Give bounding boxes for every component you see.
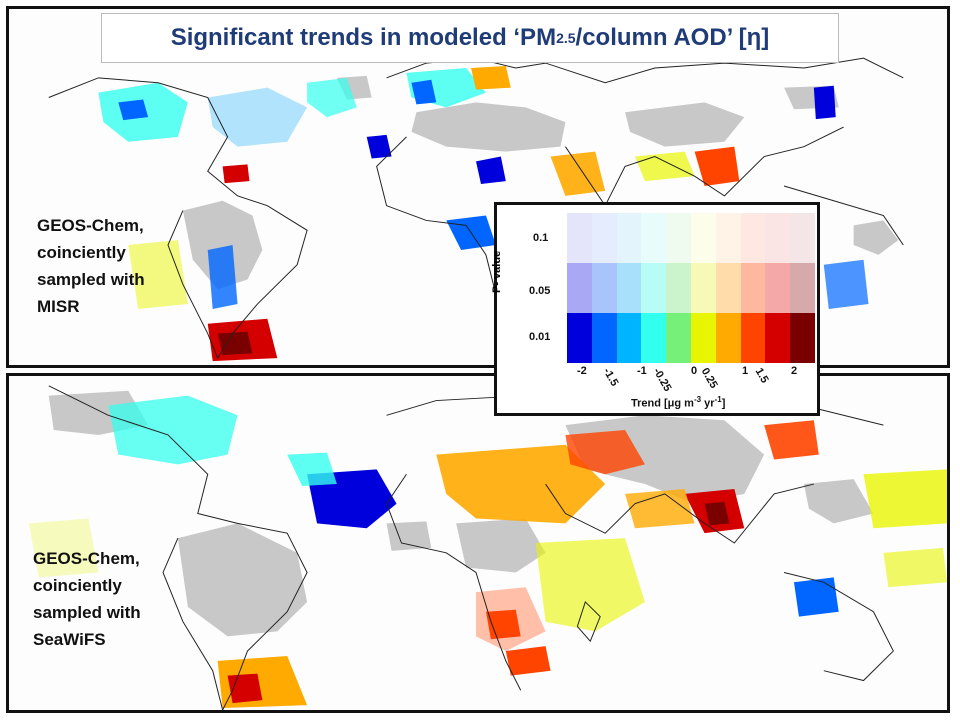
legend-pvalue-label: 0.05 xyxy=(529,285,551,297)
legend-color-cell xyxy=(765,263,791,313)
legend-color-cell xyxy=(790,263,816,313)
legend-color-cell xyxy=(567,313,593,363)
legend-trend-title-sup: -1 xyxy=(714,395,722,404)
panel-label-line: sampled with xyxy=(33,603,141,622)
legend-pvalue-label: 0.01 xyxy=(529,331,551,343)
legend-trend-title-part: Trend [μg m xyxy=(631,397,694,410)
legend-color-cell xyxy=(616,263,642,313)
legend-color-cell xyxy=(567,213,593,263)
legend-color-cell xyxy=(641,263,667,313)
panel-label-line: coinciently xyxy=(37,243,126,262)
legend-trend-tick: 0.25 xyxy=(698,366,720,391)
legend-color-cell xyxy=(740,263,766,313)
legend-trend-tick: 2 xyxy=(791,365,798,377)
legend-trend-tick: 1 xyxy=(742,365,749,377)
panel-label-line: GEOS-Chem, xyxy=(37,216,144,235)
panel-label-line: MISR xyxy=(37,297,80,316)
trend-map-seawifs xyxy=(28,385,947,710)
map-panel-seawifs: GEOS-Chem, coinciently sampled with SeaW… xyxy=(6,373,950,713)
legend-color-cell xyxy=(715,313,742,363)
title-subscript: 2.5 xyxy=(556,30,576,46)
legend-color-cell xyxy=(591,263,618,313)
panel-label-seawifs: GEOS-Chem, coinciently sampled with SeaW… xyxy=(33,545,141,653)
legend-color-cell xyxy=(616,313,642,363)
panel-label-misr: GEOS-Chem, coinciently sampled with MISR xyxy=(37,212,145,320)
legend-trend-tick: 0 xyxy=(691,365,698,377)
title-post: /column AOD’ [η] xyxy=(575,24,770,51)
legend-color-cell xyxy=(666,263,692,313)
panel-label-line: sampled with xyxy=(37,270,145,289)
map-title: Significant trends in modeled ‘PM 2.5 /co… xyxy=(101,13,839,63)
panel-label-line: SeaWiFS xyxy=(33,630,106,649)
trend-map-misr xyxy=(48,57,904,362)
panel-label-line: coinciently xyxy=(33,576,122,595)
legend-color-cell xyxy=(740,313,766,363)
legend-color-cell xyxy=(765,213,791,263)
legend-color-cell xyxy=(641,213,667,263)
legend-trend-tick: 1.5 xyxy=(752,366,771,386)
legend-color-cell xyxy=(740,213,766,263)
legend-color-grid xyxy=(567,213,816,363)
legend-trend-title-part: ] xyxy=(721,397,726,410)
legend-trend-tick: -1 xyxy=(637,365,647,377)
legend-trend-title-part: yr xyxy=(701,397,715,410)
legend-color-cell xyxy=(790,313,816,363)
legend-color-cell xyxy=(666,313,692,363)
trend-blobs xyxy=(28,395,947,709)
title-pre: Significant trends in modeled ‘PM xyxy=(170,24,557,51)
legend-color-cell xyxy=(567,263,593,313)
trend-blobs xyxy=(98,66,869,362)
legend-color-cell xyxy=(591,313,618,363)
legend-color-cell xyxy=(715,213,742,263)
legend-trend-title: Trend [μg m-3 yr-1] xyxy=(631,395,725,410)
legend-pvalue-label: 0.1 xyxy=(533,232,549,244)
color-legend: P- value 0.1 0.05 0.01 -2 -1.5 -1 -0.25 … xyxy=(491,202,820,416)
legend-color-cell xyxy=(666,213,692,263)
legend-color-cell xyxy=(715,263,742,313)
coastlines xyxy=(48,57,904,359)
legend-pvalue-title: P- value xyxy=(491,250,503,293)
legend-color-cell xyxy=(591,213,618,263)
map-panel-misr: Significant trends in modeled ‘PM 2.5 /co… xyxy=(6,6,950,368)
legend-trend-tick: -0.25 xyxy=(650,366,674,394)
legend-color-cell xyxy=(691,263,717,313)
panel-label-line: GEOS-Chem, xyxy=(33,549,140,568)
legend-color-cell xyxy=(641,313,667,363)
legend-trend-title-sup: -3 xyxy=(693,395,702,404)
legend-color-cell xyxy=(790,213,816,263)
legend-trend-tick: -1.5 xyxy=(600,366,621,389)
legend-color-cell xyxy=(616,213,642,263)
legend-color-cell xyxy=(691,213,717,263)
legend-color-cell xyxy=(691,313,717,363)
legend-trend-tick: -2 xyxy=(577,365,587,377)
legend-color-cell xyxy=(765,313,791,363)
